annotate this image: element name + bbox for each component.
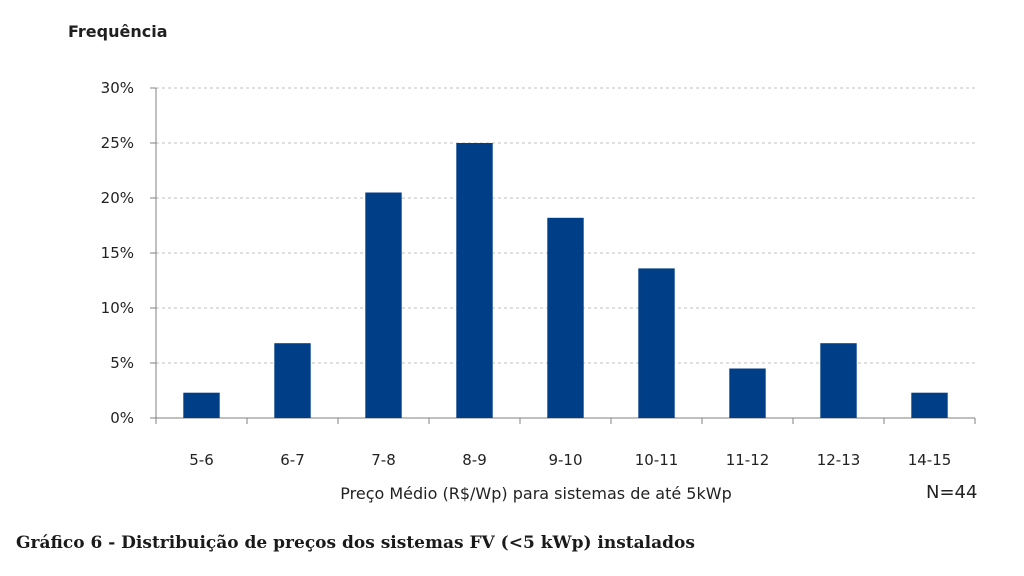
- x-tick-label: 11-12: [726, 451, 770, 469]
- y-tick-label: 5%: [110, 354, 134, 372]
- x-tick-label: 7-8: [371, 451, 396, 469]
- y-tick-label: 15%: [101, 244, 134, 262]
- y-tick-label: 10%: [101, 299, 134, 317]
- bar-7-8: [365, 192, 402, 418]
- y-tick-label: 25%: [101, 134, 134, 152]
- x-tick-label: 12-13: [817, 451, 861, 469]
- x-tick-label: 6-7: [280, 451, 305, 469]
- y-tick-label: 0%: [110, 409, 134, 427]
- bar-8-9: [456, 143, 493, 418]
- bar-10-11: [638, 268, 675, 418]
- figure-caption: Gráfico 6 - Distribuição de preços dos s…: [16, 533, 695, 553]
- y-tick-label: 20%: [101, 189, 134, 207]
- x-axis-title: Preço Médio (R$/Wp) para sistemas de até…: [340, 484, 732, 503]
- bar-11-12: [729, 368, 766, 418]
- bar-14-15: [911, 392, 948, 418]
- y-tick-label: 30%: [101, 79, 134, 97]
- x-tick-label: 8-9: [462, 451, 487, 469]
- bar-12-13: [820, 343, 857, 418]
- x-tick-label: 5-6: [189, 451, 214, 469]
- bar-5-6: [183, 392, 220, 418]
- x-tick-label: 9-10: [548, 451, 582, 469]
- bar-9-10: [547, 217, 584, 418]
- x-tick-label: 14-15: [908, 451, 952, 469]
- x-tick-label: 10-11: [635, 451, 679, 469]
- bar-6-7: [274, 343, 311, 418]
- y-axis-title: Frequência: [68, 22, 168, 41]
- sample-size-annotation: N=44: [926, 482, 978, 503]
